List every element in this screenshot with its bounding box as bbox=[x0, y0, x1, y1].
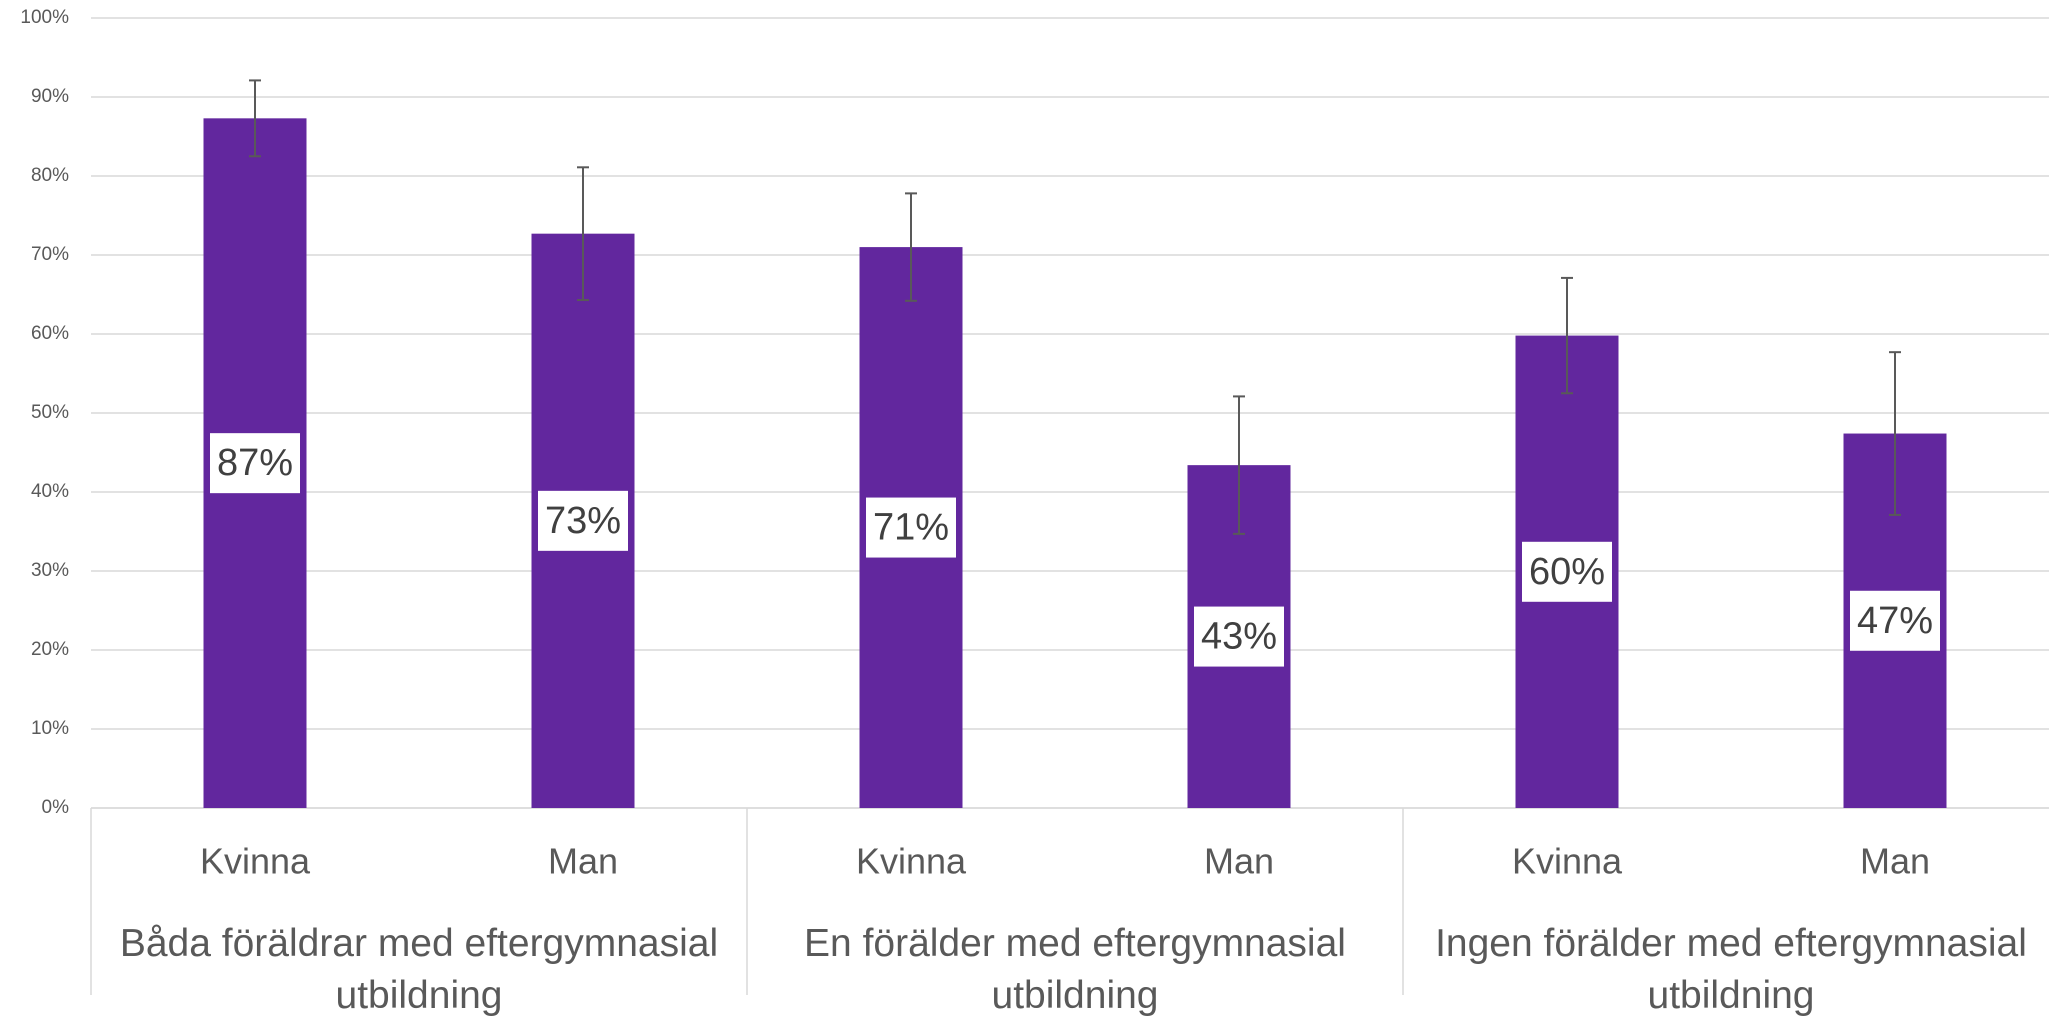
group-label: En förälder med eftergymnasial utbildnin… bbox=[804, 922, 1346, 1017]
value-label-box bbox=[1522, 541, 1612, 602]
value-label: 73% bbox=[545, 500, 621, 542]
page: 0% 10% 20% 30% 40% 50% 60% 70% 80% 90% 100% Kvinna 8… bbox=[20, 7, 2049, 1017]
y-tick-label: 80% bbox=[31, 165, 69, 186]
y-tick-label: 30% bbox=[31, 560, 69, 581]
y-tick-label: 100% bbox=[20, 7, 69, 28]
x-tick-label: Kvinna bbox=[1512, 841, 1623, 882]
y-tick-label: 60% bbox=[31, 323, 69, 344]
value-label: 43% bbox=[1201, 616, 1277, 658]
y-tick-label: 90% bbox=[31, 86, 69, 107]
y-tick-label: 50% bbox=[31, 402, 69, 423]
group-label: Båda föräldrar med eftergymnasial utbild… bbox=[119, 922, 719, 1017]
value-label-box bbox=[210, 433, 300, 494]
value-label-box bbox=[1850, 590, 1940, 651]
value-label-box bbox=[1194, 606, 1284, 667]
y-tick-label: 20% bbox=[31, 639, 69, 660]
y-tick-label: 70% bbox=[31, 244, 69, 265]
x-tick-label: Man bbox=[548, 841, 618, 882]
value-label: 71% bbox=[873, 507, 949, 549]
y-tick-label: 0% bbox=[42, 797, 70, 818]
value-label: 47% bbox=[1857, 600, 1933, 642]
value-label-box bbox=[538, 490, 628, 551]
x-tick-label: Man bbox=[1204, 841, 1274, 882]
x-tick-label: Man bbox=[1860, 841, 1930, 882]
x-tick-label: Kvinna bbox=[856, 841, 967, 882]
group-label: Ingen förälder med eftergymnasial utbild… bbox=[1435, 922, 2027, 1017]
x-tick-label: Kvinna bbox=[200, 841, 311, 882]
y-tick-label: 10% bbox=[31, 718, 69, 739]
y-tick-label: 40% bbox=[31, 481, 69, 502]
value-label: 60% bbox=[1529, 551, 1605, 593]
chart: 0% 10% 20% 30% 40% 50% 60% 70% 80% 90% 100% Kvinna 8… bbox=[20, 7, 2049, 995]
value-label: 87% bbox=[217, 442, 293, 484]
value-label-box bbox=[866, 497, 956, 558]
